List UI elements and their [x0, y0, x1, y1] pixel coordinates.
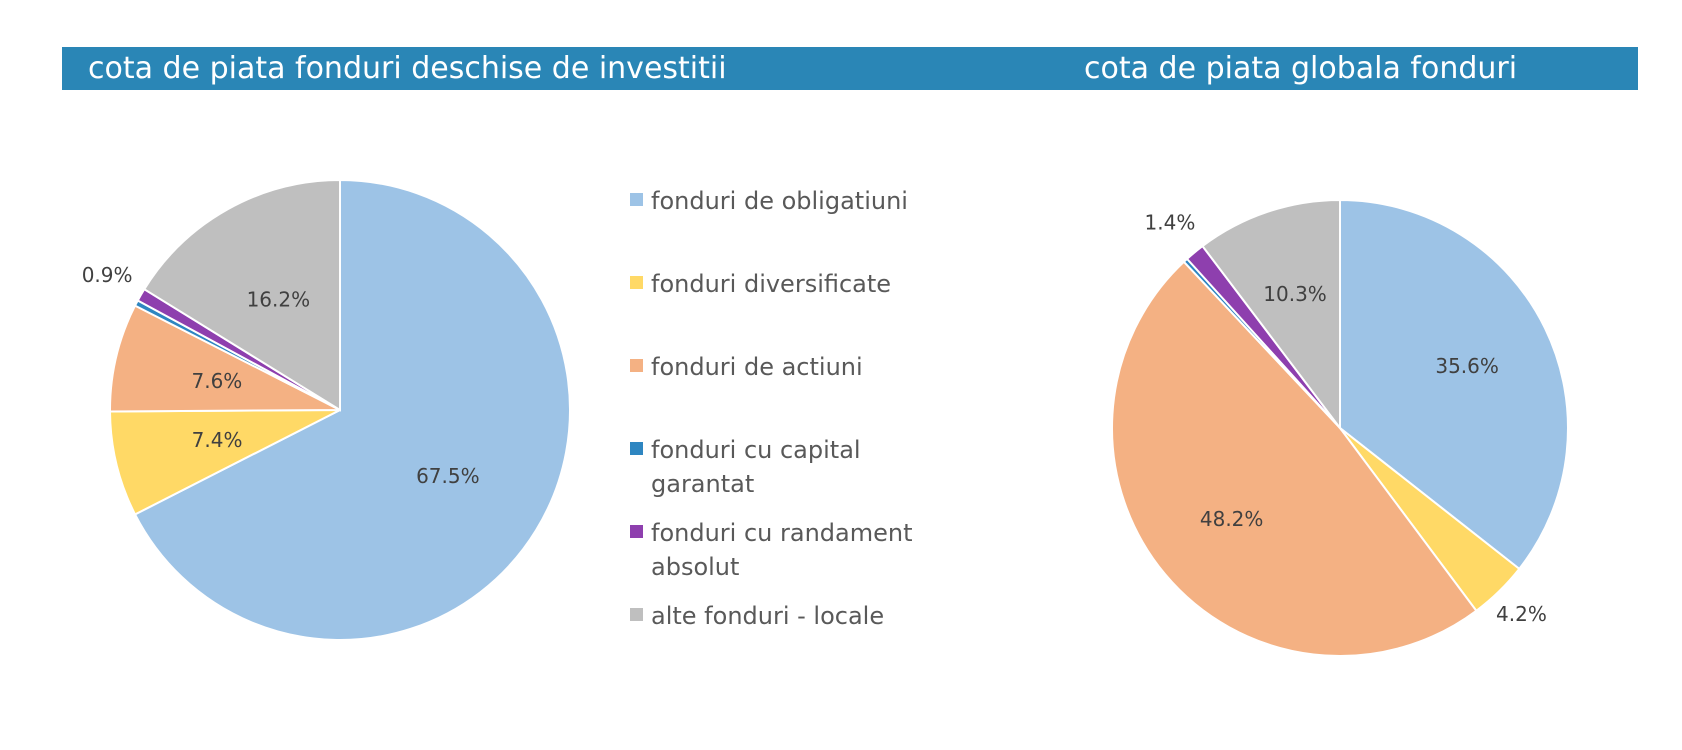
legend-label: fonduri diversificate: [651, 270, 892, 298]
pie-slice: [1201, 198, 1341, 431]
legend-swatch: [630, 525, 643, 538]
pie-data-label: 1.4%: [1145, 210, 1196, 234]
pie-data-label: 35.6%: [1435, 354, 1499, 378]
pie-data-label: 16.2%: [247, 288, 311, 312]
legend-swatch: [630, 359, 643, 372]
pie-data-label: 4.2%: [1496, 602, 1547, 626]
pie-data-label: 48.2%: [1200, 507, 1264, 531]
legend-swatch: [630, 193, 643, 206]
pie-data-label: 10.3%: [1263, 282, 1327, 306]
pie-data-label: 7.4%: [192, 428, 243, 452]
pie-slice: [1339, 198, 1569, 571]
pie-slice: [109, 304, 341, 413]
header-bar: cota de piata fonduri deschise de invest…: [62, 47, 1638, 90]
legend-label: fonduri cu randament absolut: [651, 519, 913, 581]
pie-slice: [142, 178, 341, 412]
legend-label: alte fonduri - locale: [651, 602, 885, 630]
pie-data-label: 7.6%: [191, 369, 242, 393]
pie-chart-global-funds: 35.6% 4.2% 48.2% 1.4% 10.3%: [1111, 198, 1569, 657]
legend-label: fonduri de actiuni: [651, 353, 863, 381]
pie-data-label: 67.5%: [416, 464, 480, 488]
pie-slice: [108, 409, 341, 516]
legend-swatch: [630, 442, 643, 455]
pie-slice: [1111, 260, 1478, 657]
pie-data-label: 0.9%: [82, 263, 133, 287]
chart-title-right: cota de piata globala fonduri: [1084, 51, 1518, 86]
legend-label: fonduri cu capital garantat: [651, 436, 861, 498]
pie-chart-open-funds: 67.5% 7.4% 7.6% 0.9% 16.2%: [82, 178, 571, 641]
pie-slice: [133, 178, 571, 641]
chart-title-left: cota de piata fonduri deschise de invest…: [88, 51, 727, 86]
legend-swatch: [630, 608, 643, 621]
legend-label: fonduri de obligatiuni: [651, 187, 908, 215]
legend-swatch: [630, 276, 643, 289]
